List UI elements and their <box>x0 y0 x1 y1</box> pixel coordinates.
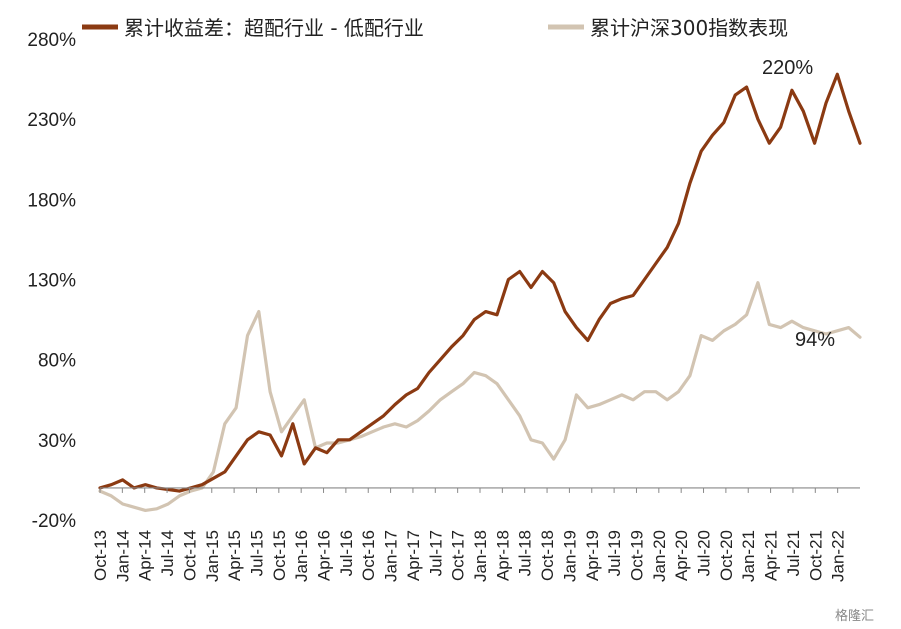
x-tick-label: Jul-17 <box>426 530 445 576</box>
x-tick-label: Apr-20 <box>672 530 691 581</box>
legend-label-csi300: 累计沪深300指数表现 <box>590 16 788 40</box>
x-tick-label: Jan-20 <box>650 530 669 582</box>
x-tick-label: Jul-20 <box>695 530 714 576</box>
legend: 累计收益差：超配行业 - 低配行业 累计沪深300指数表现 <box>82 16 788 40</box>
x-tick-label: Oct-17 <box>449 530 468 581</box>
x-tick-label: Jul-15 <box>247 530 266 576</box>
x-tick-label: Jan-14 <box>113 530 132 582</box>
y-tick-label: 180% <box>27 190 76 211</box>
legend-label-spread: 累计收益差：超配行业 - 低配行业 <box>124 16 424 40</box>
x-tick-label: Oct-15 <box>270 530 289 581</box>
series-line-csi300 <box>98 281 862 512</box>
y-tick-label: 280% <box>27 30 76 51</box>
x-tick-label: Jan-17 <box>382 530 401 582</box>
x-tick-label: Oct-13 <box>91 530 110 581</box>
x-tick-label: Jul-18 <box>516 530 535 576</box>
x-tick-label: Oct-19 <box>627 530 646 581</box>
y-tick-label: 80% <box>38 351 76 372</box>
x-tick-label: Apr-14 <box>136 530 155 581</box>
annotation-csi300-end: 94% <box>795 329 835 351</box>
y-tick-label: -20% <box>32 511 76 532</box>
series-line-spread <box>98 72 862 493</box>
x-tick-label: Apr-17 <box>404 530 423 581</box>
x-axis: Oct-13 Jan-14 Apr-14 Jul-14 Oct-14 Jan-15 Apr-… <box>91 487 848 582</box>
x-tick-label: Apr-15 <box>225 530 244 581</box>
x-tick-label: Apr-16 <box>315 530 334 581</box>
x-tick-label: Oct-16 <box>359 530 378 581</box>
x-tick-label: Jan-21 <box>739 530 758 582</box>
x-tick-label: Jan-18 <box>471 530 490 582</box>
x-tick-label: Oct-20 <box>717 530 736 581</box>
x-tick-label: Apr-21 <box>762 530 781 581</box>
y-tick-label: 230% <box>27 110 76 131</box>
x-tick-label: Jan-19 <box>560 530 579 582</box>
y-tick-label: 130% <box>27 271 76 292</box>
y-tick-label: 30% <box>38 431 76 452</box>
x-tick-label: Jul-14 <box>158 530 177 576</box>
x-tick-label: Oct-18 <box>538 530 557 581</box>
x-tick-label: Jan-22 <box>829 530 848 582</box>
x-tick-label: Oct-14 <box>180 530 199 581</box>
x-tick-label: Jan-16 <box>292 530 311 582</box>
x-tick-label: Apr-18 <box>493 530 512 581</box>
x-tick-label: Jan-15 <box>203 530 222 582</box>
x-tick-label: Jul-16 <box>337 530 356 576</box>
annotation-spread-end: 220% <box>762 57 813 79</box>
y-axis: -20% 30% 80% 130% 180% 230% 280% <box>27 30 76 532</box>
watermark: 格隆汇 <box>835 608 874 624</box>
x-tick-label: Jul-21 <box>784 530 803 576</box>
plot-area <box>98 72 862 512</box>
x-tick-label: Jul-19 <box>605 530 624 576</box>
x-tick-label: Oct-21 <box>806 530 825 581</box>
x-tick-label: Apr-19 <box>583 530 602 581</box>
